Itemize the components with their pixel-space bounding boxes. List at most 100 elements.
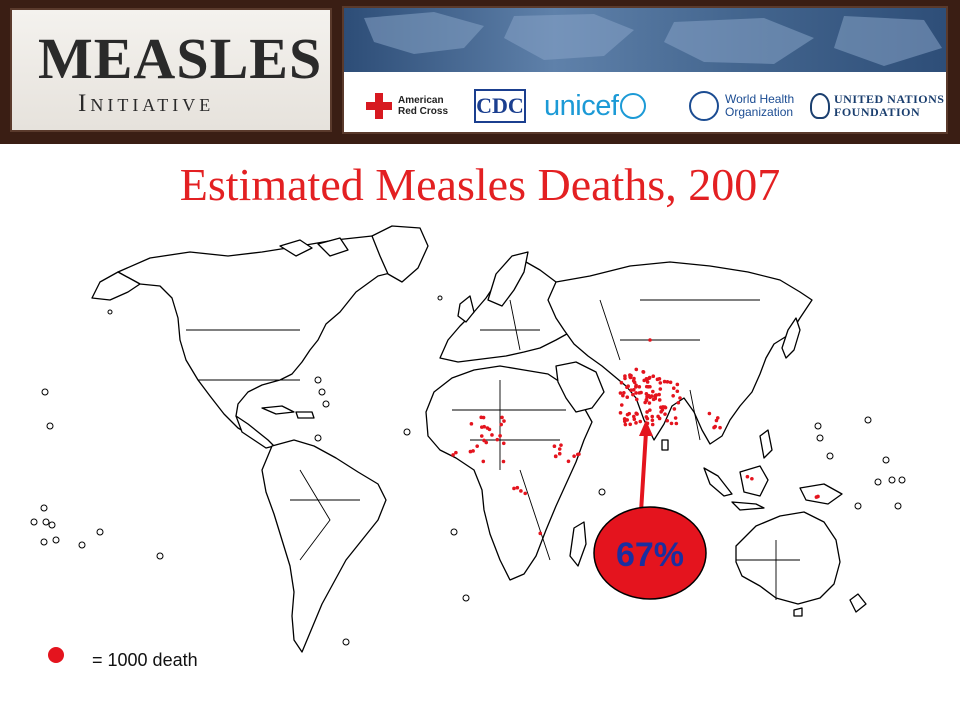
death-dot (671, 393, 675, 398)
death-dot (632, 417, 637, 422)
death-dot (623, 422, 628, 427)
country-outlines (91, 225, 867, 653)
measles-initiative-logo: MEASLES Initiative (10, 8, 332, 132)
death-dot (646, 385, 651, 389)
cdc-text: CDC (474, 89, 526, 123)
who-emblem-icon (689, 91, 719, 121)
death-dot (557, 451, 562, 456)
death-dot (519, 489, 523, 493)
percentage-callout: 67% (593, 506, 707, 600)
death-dot (495, 437, 500, 442)
death-dot (632, 380, 637, 385)
death-dot (480, 425, 484, 429)
death-dot (675, 382, 680, 387)
death-dot (644, 392, 649, 396)
death-dot (645, 410, 649, 414)
death-dot (673, 416, 678, 420)
death-dot (713, 424, 717, 429)
death-dot (662, 379, 667, 384)
alaska (91, 271, 141, 301)
death-dot (638, 419, 643, 424)
death-dot (618, 411, 623, 415)
partner-logos: American Red Cross CDC unicef World Heal… (344, 82, 946, 130)
new-zealand (849, 593, 867, 613)
death-dot (665, 418, 670, 423)
death-dot (619, 403, 624, 407)
un-foundation-logo: UNITED NATIONS FOUNDATION (810, 88, 946, 124)
slide-title: Estimated Measles Deaths, 2007 (179, 159, 781, 210)
death-dot (622, 390, 626, 395)
asia-landmass (547, 261, 813, 445)
death-dot (577, 452, 581, 456)
death-dot (676, 400, 681, 405)
death-dot (637, 385, 642, 389)
death-dot (672, 407, 677, 411)
arctic-island-1 (279, 239, 313, 257)
arabian-peninsula (555, 361, 605, 413)
death-dot (651, 374, 656, 379)
death-dot (629, 388, 633, 393)
header-banner: MEASLES Initiative American Red Cross (0, 0, 960, 144)
who-line2: Organization (725, 105, 794, 119)
death-dot (647, 376, 651, 381)
death-dot (552, 444, 557, 449)
death-dot (498, 433, 502, 438)
death-dot (512, 486, 516, 491)
death-dot (814, 495, 819, 499)
death-dots (451, 338, 820, 536)
death-dot (621, 393, 625, 398)
death-dot (675, 389, 680, 394)
death-dot (651, 389, 655, 394)
death-dot (657, 392, 661, 397)
logo-subtitle: Initiative (78, 90, 215, 117)
death-dot (471, 449, 475, 453)
death-dot (661, 405, 665, 409)
north-america-landmass (117, 235, 419, 447)
death-dot (628, 374, 633, 378)
death-dot (707, 411, 712, 416)
death-dot (566, 459, 571, 464)
death-dot (645, 380, 650, 384)
madagascar (569, 521, 587, 567)
death-dot (625, 395, 630, 400)
death-dot (669, 421, 674, 426)
death-dot (668, 380, 673, 385)
philippines (759, 429, 773, 459)
death-dot (618, 391, 623, 395)
death-dot (454, 450, 458, 455)
death-dot (634, 421, 638, 425)
sumatra (703, 467, 733, 497)
un-line2: FOUNDATION (834, 105, 921, 119)
death-dot (626, 384, 630, 388)
death-dot (671, 386, 676, 391)
red-cross-icon (366, 93, 392, 119)
death-dot (660, 408, 665, 412)
death-dot (653, 396, 658, 401)
death-dot (481, 459, 486, 464)
new-guinea (799, 483, 843, 505)
south-america-landmass (261, 439, 387, 653)
java (731, 501, 765, 511)
death-dot (625, 412, 630, 417)
death-dot (644, 376, 649, 381)
death-dot (501, 441, 506, 446)
death-dot (487, 427, 492, 432)
death-dot (641, 370, 646, 374)
red-cross-line2: Red Cross (398, 106, 449, 117)
cdc-logo: CDC (474, 88, 526, 124)
death-dot (501, 459, 506, 464)
death-dot (634, 367, 639, 372)
death-dot (634, 397, 639, 402)
callout-arrow (639, 420, 653, 513)
sri-lanka (661, 439, 669, 451)
death-dot (648, 408, 652, 412)
who-line1: World Health (725, 92, 795, 106)
un-line1: UNITED NATIONS (834, 92, 945, 106)
death-dot (650, 418, 655, 423)
death-dot (625, 418, 630, 422)
unicef-logo: unicef (544, 88, 647, 124)
death-dot (479, 434, 484, 438)
death-dot (538, 531, 543, 536)
unicef-globe-icon (620, 93, 647, 119)
